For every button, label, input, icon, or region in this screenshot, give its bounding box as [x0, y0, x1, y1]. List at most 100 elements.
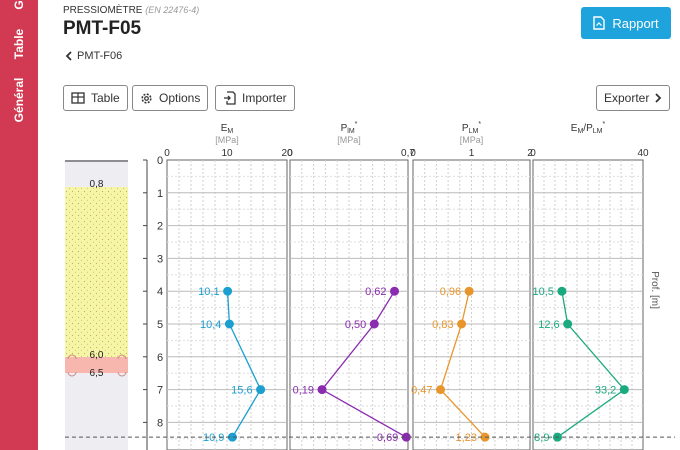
data-label: 0,47 — [411, 385, 432, 397]
chevron-right-icon — [655, 93, 662, 103]
panel-title-superscript: * — [602, 121, 605, 128]
panel-title-main: /P — [583, 123, 593, 134]
data-label: 0,69 — [377, 432, 398, 444]
x-tick-label: 40 — [637, 148, 649, 159]
data-label: 8,9 — [534, 432, 549, 444]
data-label: 15,6 — [231, 385, 252, 397]
x-tick-label: 1 — [469, 148, 475, 159]
panel-title-subscript: LM — [469, 128, 479, 135]
depth-tick-label: 1 — [157, 188, 163, 200]
panel-title-subscript: LM — [593, 128, 603, 135]
data-label: 1,23 — [456, 432, 477, 444]
test-type: PRESSIOMÈTRE — [63, 5, 143, 16]
panel-title-main: P — [341, 123, 348, 134]
panel-title-subscript: M — [227, 128, 233, 135]
data-point — [480, 432, 490, 442]
series-line — [321, 290, 407, 438]
document-icon — [593, 16, 606, 30]
data-point — [457, 319, 467, 329]
import-button[interactable]: Importer — [215, 85, 295, 111]
depth-tick-label: 8 — [157, 417, 163, 429]
options-button-label: Options — [159, 91, 201, 105]
report-button[interactable]: Rapport — [581, 7, 671, 39]
x-tick-label: 0 — [410, 148, 416, 159]
options-button[interactable]: Options — [132, 85, 209, 111]
series-line — [557, 291, 626, 438]
panel-title-main: E — [221, 123, 228, 134]
report-button-label: Rapport — [612, 15, 659, 31]
depth-tick-label: 6 — [157, 352, 163, 364]
table-button[interactable]: Table — [63, 85, 128, 111]
table-icon — [71, 92, 85, 104]
x-tick-label: 0,7 — [401, 148, 415, 159]
data-label: 0,19 — [293, 385, 314, 397]
data-label: 0,62 — [365, 286, 386, 298]
data-point — [317, 385, 327, 395]
data-label: 10,9 — [203, 432, 224, 444]
data-point — [557, 286, 567, 296]
depth-axis-label: Prof. [m] — [649, 271, 660, 309]
export-button[interactable]: Exporter — [596, 85, 671, 111]
panel-title-superscript: * — [355, 121, 358, 128]
depth-tick-label: 7 — [157, 385, 163, 397]
depth-tick-label: 3 — [157, 253, 163, 265]
data-label: 10,1 — [198, 286, 219, 298]
x-tick-label: 0 — [530, 148, 536, 159]
data-point — [223, 286, 233, 296]
data-point — [401, 432, 411, 442]
gear-icon — [141, 92, 152, 104]
strata-boundary-label: 6,5 — [89, 368, 104, 379]
export-button-label: Exporter — [604, 91, 650, 105]
panel-title: EM — [221, 123, 234, 135]
data-label: 0,83 — [432, 319, 453, 331]
data-point — [369, 319, 379, 329]
panel-title: EM/PLM* — [571, 121, 606, 135]
x-tick-label: 10 — [221, 148, 233, 159]
sidebar: G Table Général — [0, 0, 38, 450]
chevron-left-icon — [65, 51, 72, 61]
panel-unit: [MPa] — [337, 135, 361, 145]
sand-layer — [65, 187, 128, 357]
data-label: 0,50 — [345, 319, 366, 331]
data-label: 33,2 — [595, 385, 616, 397]
panel-title-main: P — [462, 123, 469, 134]
data-label: 10,5 — [532, 286, 553, 298]
data-point — [227, 432, 237, 442]
panel-title-subscript: lM — [347, 128, 355, 135]
panel-unit: [MPa] — [215, 135, 239, 145]
panel-title-subscript: M — [577, 128, 583, 135]
import-icon — [224, 91, 236, 105]
depth-tick-label: 4 — [157, 286, 163, 298]
depth-tick-label: 0 — [157, 155, 163, 167]
data-point — [619, 385, 629, 395]
strata-boundary-label: 6,0 — [89, 350, 104, 361]
series-line — [226, 291, 262, 438]
page-title: PMT-F05 — [63, 18, 142, 39]
table-button-label: Table — [91, 91, 120, 105]
back-link[interactable]: PMT-F06 — [65, 50, 122, 62]
x-tick-label: 2 — [527, 148, 533, 159]
panel-title: PlM* — [341, 121, 358, 135]
data-label: 0,96 — [440, 286, 461, 298]
import-button-label: Importer — [242, 91, 287, 105]
strata-graphic — [65, 160, 128, 377]
x-tick-label: 0 — [164, 148, 170, 159]
x-tick-label: 20 — [281, 148, 293, 159]
standard-reference: (EN 22476-4) — [145, 5, 200, 15]
data-point — [563, 319, 573, 329]
strata-boundary-label: 0,8 — [89, 179, 104, 190]
back-link-label: PMT-F06 — [77, 50, 123, 62]
panel-unit: [MPa] — [460, 135, 484, 145]
clay-layer — [65, 357, 128, 373]
panel-title-superscript: * — [478, 121, 481, 128]
series-line — [439, 291, 486, 438]
depth-tick-label: 5 — [157, 319, 163, 331]
depth-tick-label: 2 — [157, 221, 163, 233]
data-label: 12,6 — [538, 319, 559, 331]
data-point — [224, 319, 234, 329]
data-point — [464, 286, 474, 296]
data-point — [390, 286, 400, 296]
data-point — [256, 385, 266, 395]
strata-column: 0,8 6,0 6,5 — [65, 160, 128, 450]
